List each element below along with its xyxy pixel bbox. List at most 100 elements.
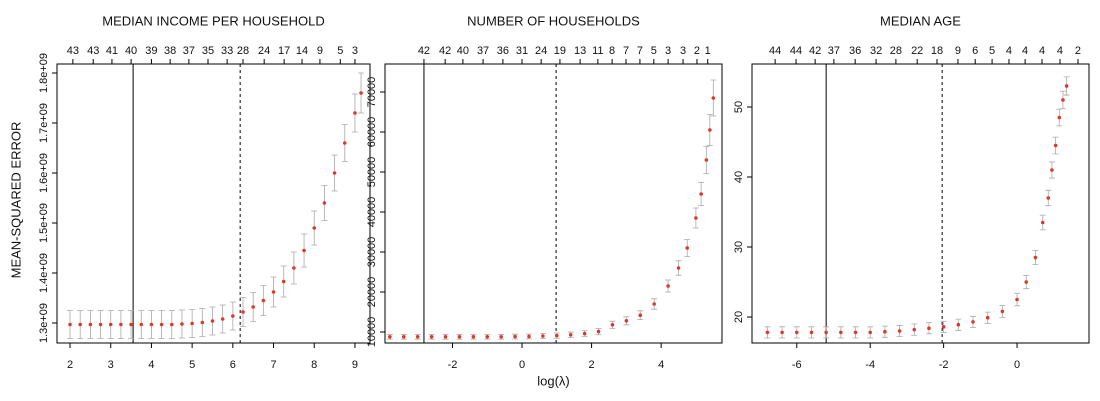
y-tick-label: 70000 [366, 77, 378, 108]
point [190, 321, 194, 326]
point [119, 322, 123, 327]
y-tick-label: 1.3e+09 [38, 303, 50, 343]
point [541, 334, 545, 338]
y-tick-label: 1.4e+09 [38, 253, 50, 293]
top-tick-label: 24 [535, 45, 547, 57]
point [555, 333, 559, 338]
point [149, 322, 154, 327]
point [251, 305, 255, 309]
point [883, 329, 887, 334]
x-tick-label: 2 [67, 359, 73, 371]
point [292, 266, 296, 270]
point [281, 279, 286, 284]
top-tick-label: 1 [705, 45, 711, 57]
top-tick-label: 4 [1006, 45, 1012, 57]
point [388, 335, 392, 339]
top-tick-label: 7 [637, 45, 643, 57]
point [971, 320, 975, 324]
y-tick-label: 20000 [366, 277, 378, 308]
top-tick-label: 32 [870, 45, 882, 57]
top-tick-label: 35 [202, 45, 214, 57]
top-tick-label: 9 [317, 45, 323, 57]
point [78, 322, 83, 327]
point [1064, 84, 1069, 88]
point [129, 322, 133, 327]
point [1050, 168, 1054, 172]
point [513, 334, 517, 339]
top-tick-label: 43 [87, 45, 99, 57]
top-tick-label: 17 [278, 45, 290, 57]
x-tick-label: 2 [589, 359, 595, 371]
point [711, 96, 716, 100]
point [652, 302, 656, 306]
point [596, 329, 601, 334]
point [169, 322, 174, 327]
top-tick-label: 13 [574, 45, 586, 57]
top-tick-label: 6 [972, 45, 978, 57]
point [912, 327, 917, 332]
x-tick-label: 8 [311, 359, 317, 371]
top-tick-label: 18 [931, 45, 943, 57]
y-tick-label: 1.8e+09 [38, 53, 50, 93]
x-axis-label: log(λ) [537, 373, 570, 388]
top-tick-label: 11 [592, 45, 603, 57]
point [231, 314, 235, 318]
point [342, 141, 347, 145]
point [708, 128, 712, 132]
top-tick-label: 22 [911, 45, 923, 57]
point [139, 322, 144, 327]
top-tick-label: 37 [828, 45, 840, 57]
point [359, 91, 363, 95]
point [302, 248, 306, 253]
point [1040, 220, 1045, 225]
point [765, 330, 770, 335]
x-tick-label: 4 [148, 359, 154, 371]
point [261, 298, 266, 303]
x-tick-label: 4 [658, 359, 664, 371]
top-tick-label: 33 [221, 45, 233, 57]
point [220, 317, 225, 321]
y-tick-label: 1.6e+09 [38, 153, 50, 193]
y-tick-label: 30 [733, 241, 745, 253]
point [897, 329, 902, 333]
y-axis-label: MEAN-SQUARED ERROR [8, 122, 23, 279]
point [1033, 255, 1038, 260]
point [809, 330, 814, 335]
top-tick-label: 37 [183, 45, 195, 57]
point [1024, 280, 1029, 284]
point [210, 319, 215, 323]
point [638, 313, 643, 318]
top-tick-label: 43 [67, 45, 79, 57]
top-tick-label: 2 [1075, 45, 1081, 57]
point [159, 322, 164, 327]
top-tick-label: 38 [164, 45, 176, 57]
top-tick-label: 4 [1022, 45, 1028, 57]
point [457, 335, 462, 339]
point [485, 335, 490, 339]
y-tick-label: 50000 [366, 157, 378, 188]
point [180, 322, 184, 326]
y-tick-label: 20 [733, 311, 745, 323]
y-tick-label: 10000 [366, 317, 378, 348]
chart-title: MEDIAN AGE [880, 13, 961, 28]
point [271, 290, 276, 294]
x-tick-label: 3 [108, 359, 114, 371]
x-tick-label: 9 [352, 359, 358, 371]
top-tick-label: 31 [516, 45, 528, 57]
y-tick-label: 50 [733, 101, 745, 113]
x-tick-label: -2 [448, 359, 458, 371]
y-tick-label: 40 [733, 171, 745, 183]
point [666, 284, 670, 288]
plot-frame [751, 63, 1090, 344]
top-tick-label: 7 [623, 45, 629, 57]
top-tick-label: 42 [439, 45, 451, 57]
top-tick-label: 5 [337, 45, 343, 57]
point [824, 330, 828, 335]
top-tick-label: 44 [790, 45, 802, 57]
x-tick-label: -4 [865, 359, 875, 371]
point [1000, 309, 1005, 314]
top-tick-label: 5 [651, 45, 657, 57]
point [839, 330, 843, 335]
top-tick-label: 28 [237, 45, 249, 57]
